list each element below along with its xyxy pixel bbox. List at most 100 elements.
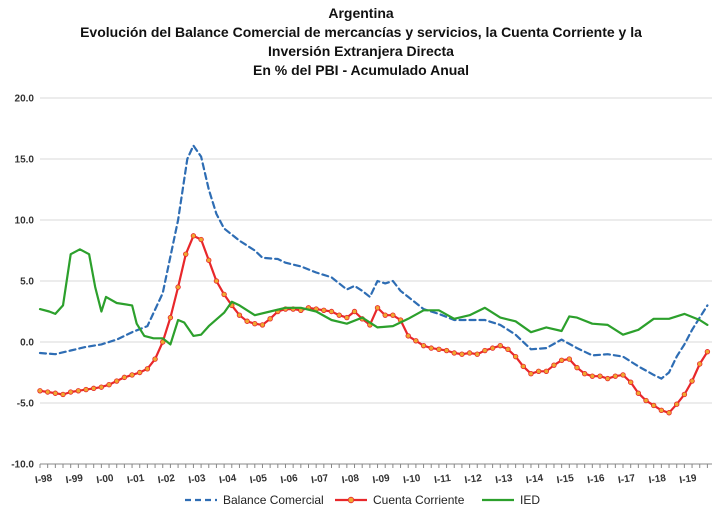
data-point-cuenta-corriente [566, 356, 573, 362]
data-point-cuenta-corriente [643, 397, 649, 404]
data-point-cuenta-corriente [252, 321, 258, 327]
data-point-cuenta-corriente [175, 284, 181, 290]
x-tick-label: I-01 [126, 473, 145, 486]
data-point-cuenta-corriente [597, 373, 603, 379]
data-point-cuenta-corriente [574, 364, 580, 371]
data-point-cuenta-corriente [505, 346, 511, 353]
data-point-cuenta-corriente [689, 378, 695, 384]
data-point-cuenta-corriente [344, 314, 350, 321]
x-tick-label: I-00 [96, 473, 115, 486]
x-tick-label: I-13 [495, 473, 514, 486]
data-point-cuenta-corriente [121, 374, 128, 381]
x-tick-label: I-18 [648, 473, 667, 486]
data-point-cuenta-corriente [443, 347, 450, 354]
data-point-cuenta-corriente [106, 382, 112, 388]
data-point-cuenta-corriente [459, 351, 465, 357]
data-point-cuenta-corriente [328, 308, 335, 315]
data-point-cuenta-corriente [543, 368, 550, 374]
data-point-cuenta-corriente [52, 390, 59, 396]
data-point-cuenta-corriente [390, 312, 396, 318]
title-line-1: Argentina [328, 5, 394, 21]
y-tick-label: 20.0 [15, 94, 35, 105]
x-tick-label: I-11 [434, 473, 452, 486]
x-tick-label: I-17 [617, 473, 636, 486]
data-point-cuenta-corriente [405, 333, 411, 339]
data-point-cuenta-corriente [674, 401, 680, 407]
data-point-cuenta-corriente [152, 356, 158, 362]
data-point-cuenta-corriente [604, 375, 611, 382]
x-tick-label: I-99 [65, 473, 84, 486]
data-point-cuenta-corriente [336, 312, 342, 318]
x-tick-label: I-08 [341, 473, 360, 486]
data-point-cuenta-corriente [635, 390, 642, 396]
series-line-balance-comercial [38, 144, 709, 380]
data-point-cuenta-corriente [183, 251, 189, 257]
data-point-cuenta-corriente [144, 366, 151, 372]
data-point-cuenta-corriente [558, 357, 565, 363]
series-group [37, 144, 711, 416]
title-line-2: Evolución del Balance Comercial de merca… [80, 24, 642, 40]
data-point-cuenta-corriente [627, 379, 634, 385]
legend-label-cuenta-corriente: Cuenta Corriente [373, 493, 465, 507]
data-point-cuenta-corriente [704, 349, 711, 355]
legend-label-ied: IED [520, 493, 540, 507]
data-point-cuenta-corriente [520, 363, 526, 370]
data-point-cuenta-corriente [697, 361, 703, 367]
x-tick-label: I-05 [249, 473, 268, 486]
data-point-cuenta-corriente [190, 233, 197, 239]
data-point-cuenta-corriente [382, 312, 388, 318]
x-tick-label: I-16 [587, 473, 606, 486]
series-line-cuenta-corriente [38, 234, 709, 414]
data-point-cuenta-corriente [589, 373, 596, 379]
data-point-cuenta-corriente [236, 312, 243, 318]
x-tick-label: I-09 [372, 473, 391, 486]
data-point-cuenta-corriente [497, 342, 503, 349]
data-point-cuenta-corriente [114, 378, 120, 384]
data-point-cuenta-corriente [90, 385, 97, 392]
data-point-cuenta-corriente [451, 350, 457, 356]
data-point-cuenta-corriente [666, 410, 672, 416]
data-point-cuenta-corriente [581, 371, 588, 377]
data-point-cuenta-corriente [535, 368, 542, 374]
data-point-cuenta-corriente [474, 351, 480, 357]
data-point-cuenta-corriente [466, 350, 473, 356]
data-point-cuenta-corriente [244, 318, 250, 324]
data-point-cuenta-corriente [413, 338, 419, 344]
x-tick-label: I-04 [218, 473, 237, 486]
x-tick-label: I-06 [280, 473, 299, 486]
data-point-cuenta-corriente [221, 291, 227, 298]
y-axis: 20.0 15.0 10.0 5.0 0.0 -5.0 -10.0 [11, 94, 34, 471]
data-point-cuenta-corriente [489, 345, 496, 351]
data-point-cuenta-corriente [612, 373, 619, 379]
data-point-cuenta-corriente [650, 402, 657, 409]
y-tick-label: 15.0 [15, 155, 35, 166]
data-point-cuenta-corriente [267, 316, 273, 322]
data-point-cuenta-corriente [60, 391, 66, 398]
data-point-cuenta-corriente [528, 371, 534, 377]
data-point-cuenta-corriente [67, 389, 74, 395]
y-tick-label: 10.0 [15, 216, 35, 227]
x-tick-label: I-10 [403, 473, 422, 486]
x-tick-label: I-02 [157, 473, 176, 486]
data-point-cuenta-corriente [374, 305, 381, 311]
x-tick-label: I-07 [311, 473, 330, 486]
data-point-cuenta-corriente [620, 372, 626, 378]
data-point-cuenta-corriente [482, 347, 488, 354]
data-point-cuenta-corriente [167, 314, 174, 321]
data-point-cuenta-corriente [351, 308, 358, 315]
x-tick-label: I-19 [679, 473, 698, 486]
y-tick-label: -5.0 [17, 399, 35, 410]
x-tick-label: I-98 [34, 473, 53, 486]
data-point-cuenta-corriente [37, 388, 43, 394]
series-line-ied [38, 248, 709, 346]
chart-title: Argentina Evolución del Balance Comercia… [0, 4, 722, 80]
data-point-cuenta-corriente [681, 391, 688, 398]
x-tick-label: I-15 [556, 473, 575, 486]
data-point-cuenta-corriente [321, 307, 327, 313]
data-point-cuenta-corriente [512, 353, 519, 360]
y-tick-label: -10.0 [11, 460, 34, 471]
data-point-cuenta-corriente [259, 322, 266, 328]
title-line-3: Inversión Extranjera Directa [268, 43, 454, 59]
data-point-cuenta-corriente [198, 236, 204, 243]
